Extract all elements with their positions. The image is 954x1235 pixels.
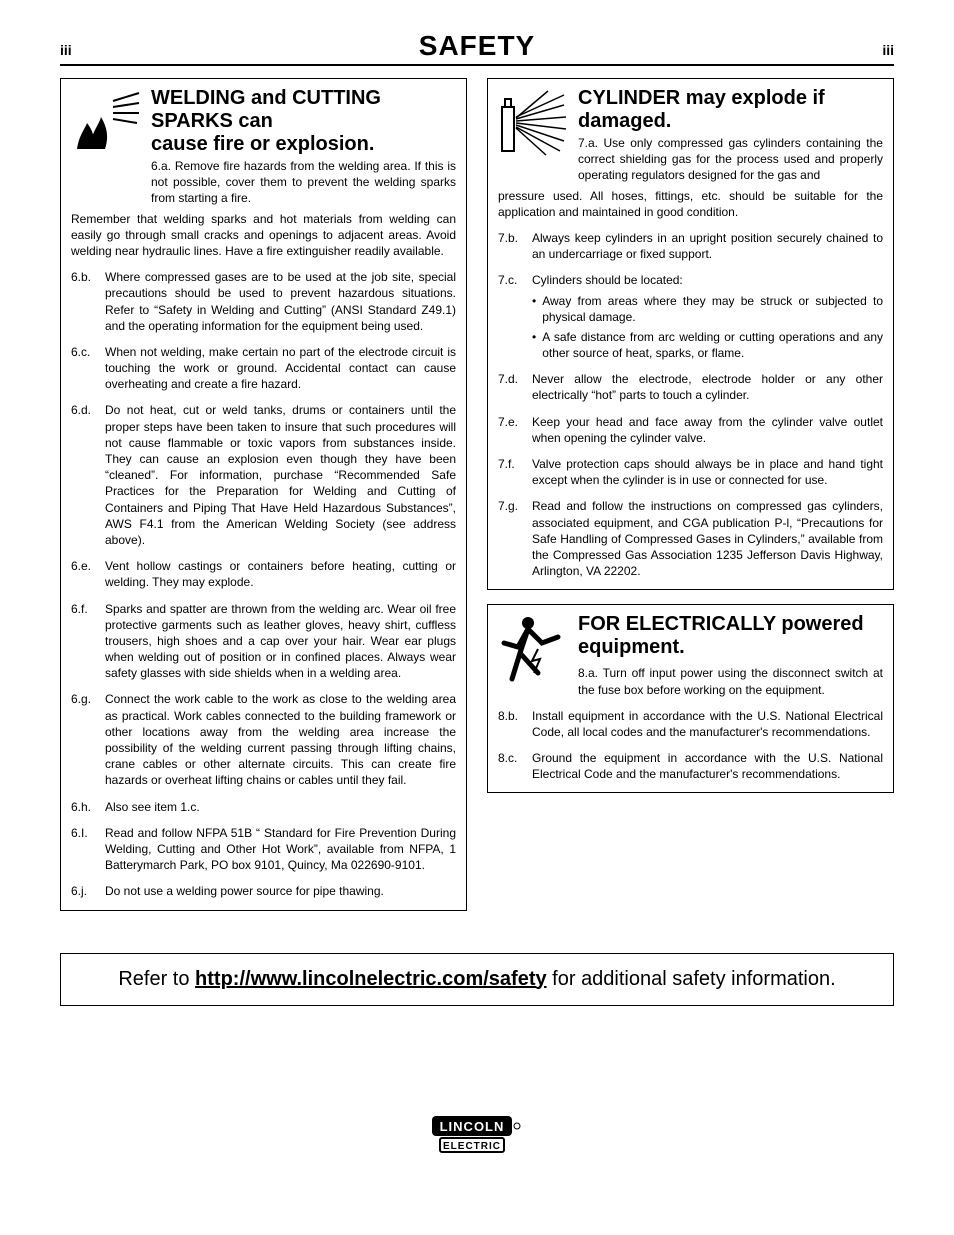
item-body: Also see item 1.c.: [105, 799, 456, 815]
list-item: 6.f.Sparks and spatter are thrown from t…: [71, 601, 456, 682]
section-electrical: FOR ELECTRICALLY powered equipment. 8.a.…: [487, 604, 894, 793]
item-body: Connect the work cable to the work as cl…: [105, 691, 456, 788]
item-label: 6.g.: [71, 691, 99, 788]
item-body: Install equipment in accordance with the…: [532, 708, 883, 740]
list-item: 7.g.Read and follow the instructions on …: [498, 498, 883, 579]
item-label: 6.h.: [71, 799, 99, 815]
item-label: 8.c.: [498, 750, 526, 782]
bullet-dot-icon: •: [532, 293, 536, 325]
section8-items: 8.b.Install equipment in accordance with…: [498, 708, 883, 783]
item-body: Turn off input power using the disconnec…: [578, 666, 883, 696]
item-body: Keep your head and face away from the cy…: [532, 414, 883, 446]
item-label: 7.c.: [498, 272, 526, 361]
list-item: 7.d.Never allow the electrode, electrode…: [498, 371, 883, 403]
refer-link[interactable]: http://www.lincolnelectric.com/safety: [195, 968, 547, 990]
page-title: SAFETY: [60, 30, 894, 62]
list-item: 6.h. Also see item 1.c.: [71, 799, 456, 815]
item-label: 7.b.: [498, 230, 526, 262]
item-label: 7.f.: [498, 456, 526, 488]
bullet-text: Away from areas where they may be struck…: [542, 293, 883, 325]
item-body: Ground the equipment in accordance with …: [532, 750, 883, 782]
item-label: 6.I.: [71, 825, 99, 874]
item-label: 8.a.: [578, 666, 598, 680]
section6-items: 6.b.Where compressed gases are to be use…: [71, 269, 456, 899]
item-label: 7.g.: [498, 498, 526, 579]
logo-bottom-text: ELECTRIC: [443, 1141, 501, 1152]
item-label: 6.f.: [71, 601, 99, 682]
item-label: 6.b.: [71, 269, 99, 334]
list-item: 6.g.Connect the work cable to the work a…: [71, 691, 456, 788]
item-body: Where compressed gases are to be used at…: [105, 269, 456, 334]
item-label: 6.c.: [71, 344, 99, 393]
item-body: Valve protection caps should always be i…: [532, 456, 883, 488]
bullet-item: •A safe distance from arc welding or cut…: [532, 329, 883, 361]
item-label: 8.b.: [498, 708, 526, 740]
list-item: 6.b.Where compressed gases are to be use…: [71, 269, 456, 334]
item-label: 7.a.: [578, 136, 598, 150]
item-label: 7.d.: [498, 371, 526, 403]
page-number-right: iii: [882, 42, 894, 58]
section-title-cylinder: CYLINDER may explode if damaged.: [578, 87, 883, 133]
refer-box: Refer to http://www.lincolnelectric.com/…: [60, 953, 894, 1006]
logo-top-text: LINCOLN: [440, 1119, 505, 1134]
refer-prefix: Refer to: [118, 968, 195, 990]
item-body: Read and follow the instructions on comp…: [532, 498, 883, 579]
item-label: 6.d.: [71, 402, 99, 548]
bullet-item: •Away from areas where they may be struc…: [532, 293, 883, 325]
section7-items: 7.b.Always keep cylinders in an upright …: [498, 230, 883, 579]
section-cylinder: CYLINDER may explode if damaged. 7.a. Us…: [487, 78, 894, 590]
item-body: Remove fire hazards from the welding are…: [151, 159, 456, 205]
list-item: 7.b.Always keep cylinders in an upright …: [498, 230, 883, 262]
list-item: 6.e.Vent hollow castings or containers b…: [71, 558, 456, 590]
section-welding-sparks: WELDING and CUTTING SPARKS can cause fir…: [60, 78, 467, 911]
item-body: Use only compressed gas cylinders contai…: [578, 136, 883, 182]
logo-wrap: LINCOLN ELECTRIC: [60, 1116, 894, 1159]
list-item: 7.f.Valve protection caps should always …: [498, 456, 883, 488]
item-body: Do not use a welding power source for pi…: [105, 883, 456, 899]
item-body: Cylinders should be located:•Away from a…: [532, 272, 883, 361]
item-body: Sparks and spatter are thrown from the w…: [105, 601, 456, 682]
list-item: 8.c.Ground the equipment in accordance w…: [498, 750, 883, 782]
item-body: Always keep cylinders in an upright posi…: [532, 230, 883, 262]
page-header: iii SAFETY iii: [60, 30, 894, 66]
list-item: 6.c.When not welding, make certain no pa…: [71, 344, 456, 393]
list-item: 6.j. Do not use a welding power source fo…: [71, 883, 456, 899]
item-body: When not welding, make certain no part o…: [105, 344, 456, 393]
right-column: CYLINDER may explode if damaged. 7.a. Us…: [487, 78, 894, 925]
fire-sparks-icon: [71, 87, 141, 157]
section7-continuation: pressure used. All hoses, fittings, etc.…: [498, 188, 883, 220]
item-label: 6.j.: [71, 883, 99, 899]
item-label: 7.e.: [498, 414, 526, 446]
refer-suffix: for additional safety information.: [547, 968, 836, 990]
electrical-shock-icon: [498, 613, 568, 683]
list-item: 8.b.Install equipment in accordance with…: [498, 708, 883, 740]
list-item: 7.e.Keep your head and face away from th…: [498, 414, 883, 446]
cylinder-explode-icon: [498, 87, 568, 157]
item-body: Do not heat, cut or weld tanks, drums or…: [105, 402, 456, 548]
list-item: 6.I.Read and follow NFPA 51B “ Standard …: [71, 825, 456, 874]
list-item: 7.c.Cylinders should be located:•Away fr…: [498, 272, 883, 361]
section-title-electrical: FOR ELECTRICALLY powered equipment.: [578, 613, 883, 659]
section6-continuation: Remember that welding sparks and hot mat…: [71, 211, 456, 260]
item-label: 6.e.: [71, 558, 99, 590]
section-title-sparks: WELDING and CUTTING SPARKS can cause fir…: [151, 87, 456, 156]
left-column: WELDING and CUTTING SPARKS can cause fir…: [60, 78, 467, 925]
bullet-dot-icon: •: [532, 329, 536, 361]
bullet-text: A safe distance from arc welding or cutt…: [542, 329, 883, 361]
safety-page: iii SAFETY iii: [0, 0, 954, 1199]
two-column-layout: WELDING and CUTTING SPARKS can cause fir…: [60, 78, 894, 925]
list-item: 6.d.Do not heat, cut or weld tanks, drum…: [71, 402, 456, 548]
lincoln-electric-logo: LINCOLN ELECTRIC: [432, 1116, 522, 1159]
item-body: Never allow the electrode, electrode hol…: [532, 371, 883, 403]
item-body: Vent hollow castings or containers befor…: [105, 558, 456, 590]
page-number-left: iii: [60, 42, 72, 58]
item-body: Read and follow NFPA 51B “ Standard for …: [105, 825, 456, 874]
item-label: 6.a.: [151, 159, 171, 173]
